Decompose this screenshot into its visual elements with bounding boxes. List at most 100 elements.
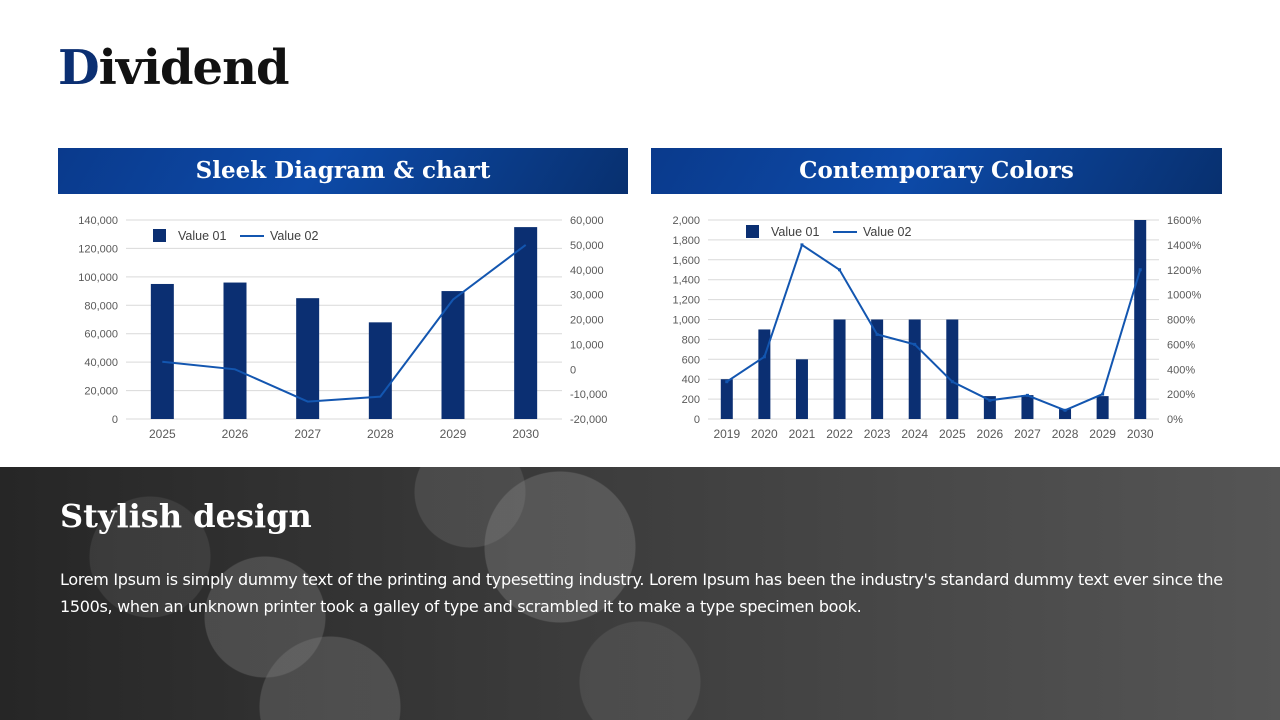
y2-tick-label: 20,000 xyxy=(570,315,604,327)
line-point xyxy=(913,342,917,346)
y2-tick-label: 1200% xyxy=(1167,265,1201,277)
x-tick-label: 2030 xyxy=(1127,427,1154,441)
y-tick-label: 400 xyxy=(682,374,700,386)
y-tick-label: 100,000 xyxy=(78,272,118,284)
legend-label-value-02: Value 02 xyxy=(270,229,318,243)
y2-tick-label: 40,000 xyxy=(570,265,604,277)
line-point xyxy=(1138,268,1142,272)
bottom-title: Stylish design xyxy=(60,497,312,535)
x-tick-label: 2019 xyxy=(713,427,740,441)
right-combo-chart: 2,000 1,800 1,600 1,400 1,200 1,000 800 600 400 2… xyxy=(672,215,1201,441)
bar xyxy=(758,329,771,419)
bar xyxy=(1096,396,1109,419)
x-tick-label: 2026 xyxy=(222,427,249,441)
right-panel-header: Contemporary Colors xyxy=(651,148,1222,194)
x-tick-label: 2024 xyxy=(901,427,928,441)
y2-tick-label: 600% xyxy=(1167,339,1195,351)
y2-tick-label: 0% xyxy=(1167,414,1183,426)
bar xyxy=(983,396,996,419)
y2-tick-label: 0 xyxy=(570,364,576,376)
left-panel-header: Sleek Diagram & chart xyxy=(58,148,628,194)
x-tick-label: 2029 xyxy=(440,427,467,441)
line-point xyxy=(725,380,729,384)
legend-swatch-bar xyxy=(153,229,166,242)
y2-tick-label: 800% xyxy=(1167,315,1195,327)
bar xyxy=(368,322,392,419)
bar xyxy=(441,291,465,419)
y2-tick-label: 200% xyxy=(1167,389,1195,401)
bar xyxy=(1021,395,1034,419)
line-point xyxy=(800,243,804,247)
y2-tick-label: 1000% xyxy=(1167,290,1201,302)
y-tick-label: 40,000 xyxy=(84,357,118,369)
y-tick-label: 140,000 xyxy=(78,215,118,227)
x-tick-label: 2026 xyxy=(977,427,1004,441)
y-tick-label: 0 xyxy=(694,414,700,426)
y-tick-label: 1,200 xyxy=(672,295,700,307)
x-tick-label: 2023 xyxy=(864,427,891,441)
line-point xyxy=(1063,408,1067,412)
bar xyxy=(514,227,538,419)
y2-tick-label: 50,000 xyxy=(570,240,604,252)
y2-tick-label: 1600% xyxy=(1167,215,1201,227)
y-tick-label: 0 xyxy=(112,414,118,426)
legend-swatch-bar xyxy=(746,225,759,238)
title-rest: ividend xyxy=(98,40,290,96)
line-point xyxy=(838,268,842,272)
legend-label-value-01: Value 01 xyxy=(771,225,819,239)
y2-tick-label: -20,000 xyxy=(570,414,607,426)
bar xyxy=(946,319,959,419)
bar xyxy=(908,319,921,419)
y2-tick-label: 400% xyxy=(1167,364,1195,376)
line-point xyxy=(762,355,766,359)
y-tick-label: 600 xyxy=(682,354,700,366)
line-point xyxy=(1025,393,1029,397)
x-tick-label: 2029 xyxy=(1089,427,1116,441)
x-tick-label: 2028 xyxy=(1052,427,1079,441)
page-title: Dividend xyxy=(58,38,290,98)
x-tick-label: 2025 xyxy=(149,427,176,441)
bar xyxy=(296,298,320,419)
y2-tick-label: -10,000 xyxy=(570,389,607,401)
x-tick-label: 2027 xyxy=(1014,427,1041,441)
series-line xyxy=(726,243,1142,412)
left-combo-chart: 140,000 120,000 100,000 80,000 60,000 40,000 2… xyxy=(78,215,607,441)
x-tick-label: 2030 xyxy=(512,427,539,441)
bar xyxy=(833,319,846,419)
y-tick-label: 20,000 xyxy=(84,386,118,398)
y-tick-label: 200 xyxy=(682,394,700,406)
x-tick-label: 2020 xyxy=(751,427,778,441)
x-tick-label: 2022 xyxy=(826,427,853,441)
bottom-section: Stylish design Lorem Ipsum is simply dum… xyxy=(0,467,1280,720)
y-tick-label: 80,000 xyxy=(84,300,118,312)
y-tick-label: 2,000 xyxy=(672,215,700,227)
title-first-letter: D xyxy=(58,40,100,96)
bar xyxy=(223,282,247,419)
legend-label-value-01: Value 01 xyxy=(178,229,226,243)
bar xyxy=(795,359,808,419)
bar xyxy=(150,283,174,419)
x-tick-label: 2027 xyxy=(294,427,321,441)
bottom-body-text: Lorem Ipsum is simply dummy text of the … xyxy=(60,570,1223,616)
x-tick-label: 2028 xyxy=(367,427,394,441)
x-tick-label: 2025 xyxy=(939,427,966,441)
bar xyxy=(1059,409,1072,419)
line-point xyxy=(988,398,992,402)
y-tick-label: 60,000 xyxy=(84,329,118,341)
x-tick-label: 2021 xyxy=(789,427,816,441)
y2-tick-label: 10,000 xyxy=(570,339,604,351)
bar xyxy=(1134,220,1147,419)
y-tick-label: 1,000 xyxy=(672,315,700,327)
y-tick-label: 1,400 xyxy=(672,275,700,287)
y2-tick-label: 60,000 xyxy=(570,215,604,227)
line-point xyxy=(950,380,954,384)
y2-tick-label: 30,000 xyxy=(570,290,604,302)
y-tick-label: 120,000 xyxy=(78,243,118,255)
line-point xyxy=(875,332,879,336)
bar xyxy=(720,379,733,419)
series-line xyxy=(162,244,527,403)
y2-tick-label: 1400% xyxy=(1167,240,1201,252)
bar xyxy=(871,319,884,419)
legend-label-value-02: Value 02 xyxy=(863,225,911,239)
y-tick-label: 1,600 xyxy=(672,255,700,267)
